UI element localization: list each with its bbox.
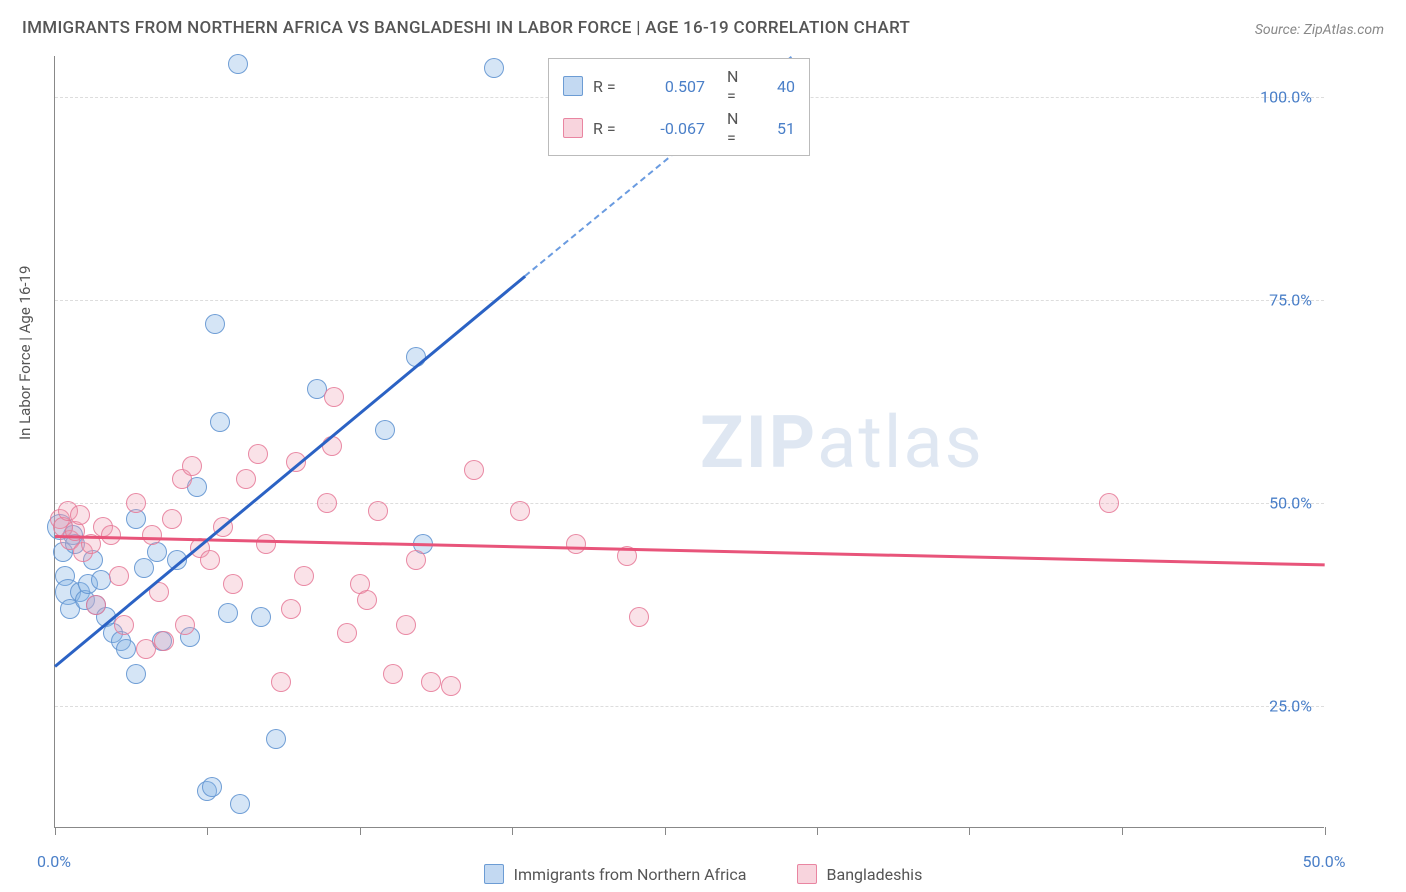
data-point — [441, 676, 461, 696]
x-tick — [1122, 827, 1123, 835]
legend-label: Immigrants from Northern Africa — [514, 865, 747, 884]
x-tick — [360, 827, 361, 835]
data-point — [266, 729, 286, 749]
legend-row: R = -0.067 N = 51 — [563, 107, 795, 149]
r-label: R = — [593, 119, 625, 138]
plot-area: 25.0% 50.0% 75.0% 100.0% — [54, 56, 1324, 828]
data-point — [421, 672, 441, 692]
x-tick — [207, 827, 208, 835]
data-point — [126, 664, 146, 684]
gridline — [55, 300, 1324, 301]
x-tick — [969, 827, 970, 835]
data-point — [230, 794, 250, 814]
data-point — [251, 607, 271, 627]
legend-item: Bangladeshis — [797, 864, 923, 884]
chart-title: IMMIGRANTS FROM NORTHERN AFRICA VS BANGL… — [22, 18, 910, 38]
data-point — [256, 534, 276, 554]
data-point — [337, 623, 357, 643]
data-point — [223, 574, 243, 594]
x-tick — [665, 827, 666, 835]
n-label: N = — [715, 67, 751, 105]
legend-swatch — [797, 864, 817, 884]
data-point — [236, 469, 256, 489]
x-tick-label: 50.0% — [1303, 852, 1346, 871]
data-point — [142, 525, 162, 545]
data-point — [202, 777, 222, 797]
gridline — [55, 706, 1324, 707]
data-point — [218, 603, 238, 623]
data-point — [629, 607, 649, 627]
correlation-chart: IMMIGRANTS FROM NORTHERN AFRICA VS BANGL… — [0, 0, 1406, 892]
y-axis-label: In Labor Force | Age 16-19 — [16, 266, 34, 440]
n-value: 51 — [761, 119, 795, 138]
legend-swatch — [563, 76, 583, 96]
data-point — [182, 456, 202, 476]
data-point — [317, 493, 337, 513]
x-tick — [817, 827, 818, 835]
y-tick-label: 100.0% — [1260, 87, 1312, 106]
data-point — [1099, 493, 1119, 513]
data-point — [484, 58, 504, 78]
data-point — [248, 444, 268, 464]
legend-swatch — [563, 118, 583, 138]
data-point — [116, 639, 136, 659]
data-point — [294, 566, 314, 586]
correlation-legend: R = 0.507 N = 40 R = -0.067 N = 51 — [548, 58, 810, 156]
legend-item: Immigrants from Northern Africa — [484, 864, 747, 884]
data-point — [175, 615, 195, 635]
data-point — [154, 631, 174, 651]
x-tick — [1325, 827, 1326, 835]
data-point — [109, 566, 129, 586]
legend-swatch — [484, 864, 504, 884]
r-value: -0.067 — [635, 119, 705, 138]
x-tick-label: 0.0% — [37, 852, 71, 871]
r-value: 0.507 — [635, 77, 705, 96]
data-point — [464, 460, 484, 480]
data-point — [210, 412, 230, 432]
x-tick — [55, 827, 56, 835]
n-value: 40 — [761, 77, 795, 96]
legend-row: R = 0.507 N = 40 — [563, 65, 795, 107]
data-point — [70, 505, 90, 525]
gridline — [55, 503, 1324, 504]
data-point — [324, 387, 344, 407]
data-point — [281, 599, 301, 619]
y-tick-label: 75.0% — [1269, 290, 1312, 309]
data-point — [86, 595, 106, 615]
data-point — [383, 664, 403, 684]
x-tick — [512, 827, 513, 835]
data-point — [566, 534, 586, 554]
source-attribution: Source: ZipAtlas.com — [1255, 22, 1384, 38]
data-point — [134, 558, 154, 578]
legend-label: Bangladeshis — [827, 865, 923, 884]
data-point — [510, 501, 530, 521]
data-point — [406, 550, 426, 570]
data-point — [271, 672, 291, 692]
y-tick-label: 25.0% — [1269, 697, 1312, 716]
n-label: N = — [715, 109, 751, 147]
data-point — [228, 54, 248, 74]
data-point — [200, 550, 220, 570]
data-point — [375, 420, 395, 440]
y-tick-label: 50.0% — [1269, 493, 1312, 512]
data-point — [126, 493, 146, 513]
data-point — [162, 509, 182, 529]
data-point — [205, 314, 225, 334]
data-point — [357, 590, 377, 610]
trend-line — [55, 535, 1325, 566]
data-point — [396, 615, 416, 635]
data-point — [114, 615, 134, 635]
r-label: R = — [593, 77, 625, 96]
data-point — [368, 501, 388, 521]
series-legend: Immigrants from Northern Africa Banglades… — [0, 864, 1406, 884]
